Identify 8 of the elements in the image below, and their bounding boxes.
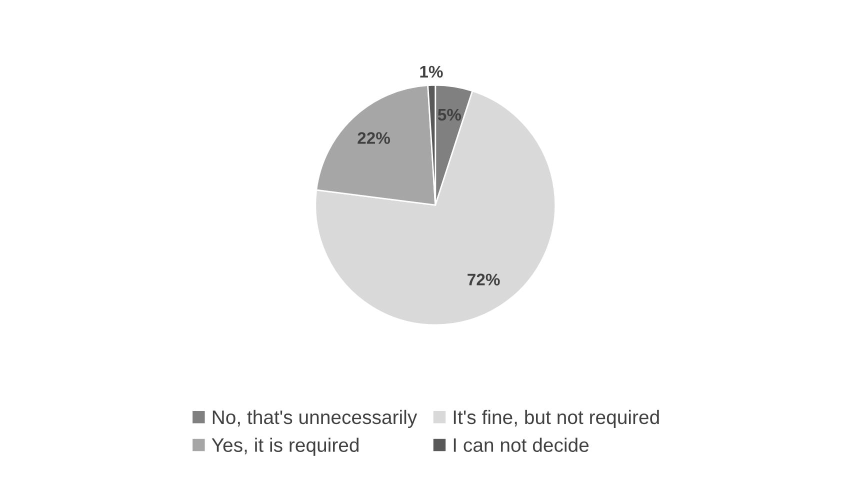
data-label: 72% [468, 274, 500, 286]
data-label: 1% [420, 66, 443, 78]
legend-label: No, that's unnecessarily [212, 410, 418, 428]
legend-label: I can not decide [454, 438, 589, 452]
data-label: 22% [358, 132, 390, 144]
data-label: 5% [438, 108, 462, 121]
legend-label: It's fine, but not required [454, 410, 659, 428]
legend-label: Yes, it is required [212, 438, 359, 456]
